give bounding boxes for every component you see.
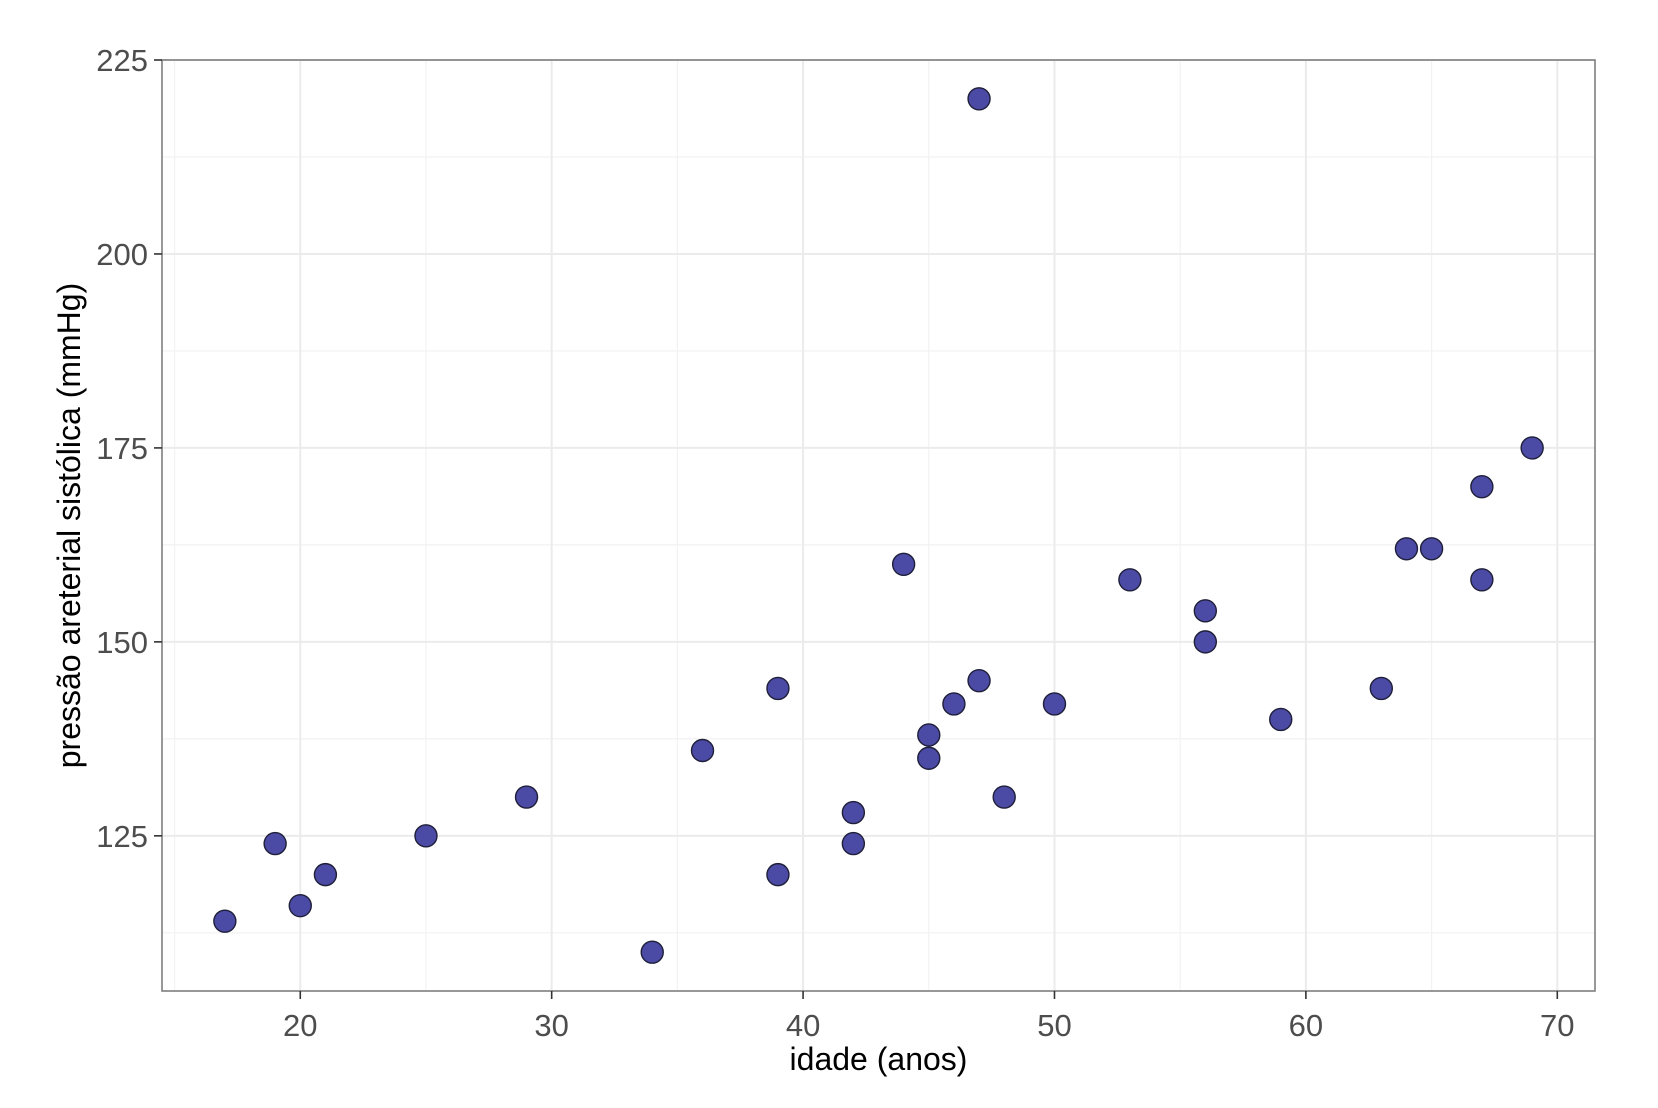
data-point [288,893,312,918]
data-point [942,692,966,716]
data-point [1369,676,1394,701]
y-axis-title: pressão areterial sistólica (mmHg) [51,283,87,768]
panel-border [161,59,1596,992]
data-point [1042,692,1067,716]
axis-ticks [154,59,1559,999]
grid-minor [162,60,1595,991]
data-point [514,785,539,809]
data-points [213,87,1544,964]
x-tick-labels: 20 30 40 50 60 70 [283,1008,1575,1043]
data-point [1118,568,1142,592]
data-point [1470,475,1494,499]
data-point [1470,568,1494,592]
data-point [1193,599,1218,623]
x-tick-label: 30 [534,1008,568,1043]
x-tick-label: 70 [1540,1008,1574,1043]
x-axis-title: idade (anos) [790,1041,968,1077]
grid-major [162,59,1595,991]
data-point [841,800,866,825]
y-tick-label: 200 [96,237,148,272]
y-tick-labels: 125 150 175 200 225 [96,43,148,854]
data-point [1269,707,1293,732]
data-point [967,668,991,693]
data-point [891,552,916,576]
data-point [1394,537,1419,561]
data-point [766,862,790,887]
data-point [992,785,1016,809]
x-tick-label: 60 [1289,1008,1323,1043]
data-point [1193,630,1218,654]
data-point [414,824,438,848]
x-tick-label: 20 [283,1008,317,1043]
data-point [841,831,866,856]
y-tick-label: 125 [96,819,148,854]
data-point [313,862,338,887]
data-point [917,723,941,747]
y-tick-label: 225 [96,43,148,78]
data-point [640,940,664,964]
data-point [967,87,991,111]
data-point [917,746,941,770]
data-point [690,738,715,763]
x-tick-label: 50 [1037,1008,1071,1043]
data-point [213,909,237,933]
data-point [1520,436,1544,460]
y-tick-label: 175 [96,431,148,466]
y-tick-label: 150 [96,625,148,660]
data-point [766,676,790,701]
data-point [1419,537,1444,561]
data-point [263,831,287,856]
x-tick-label: 40 [786,1008,820,1043]
